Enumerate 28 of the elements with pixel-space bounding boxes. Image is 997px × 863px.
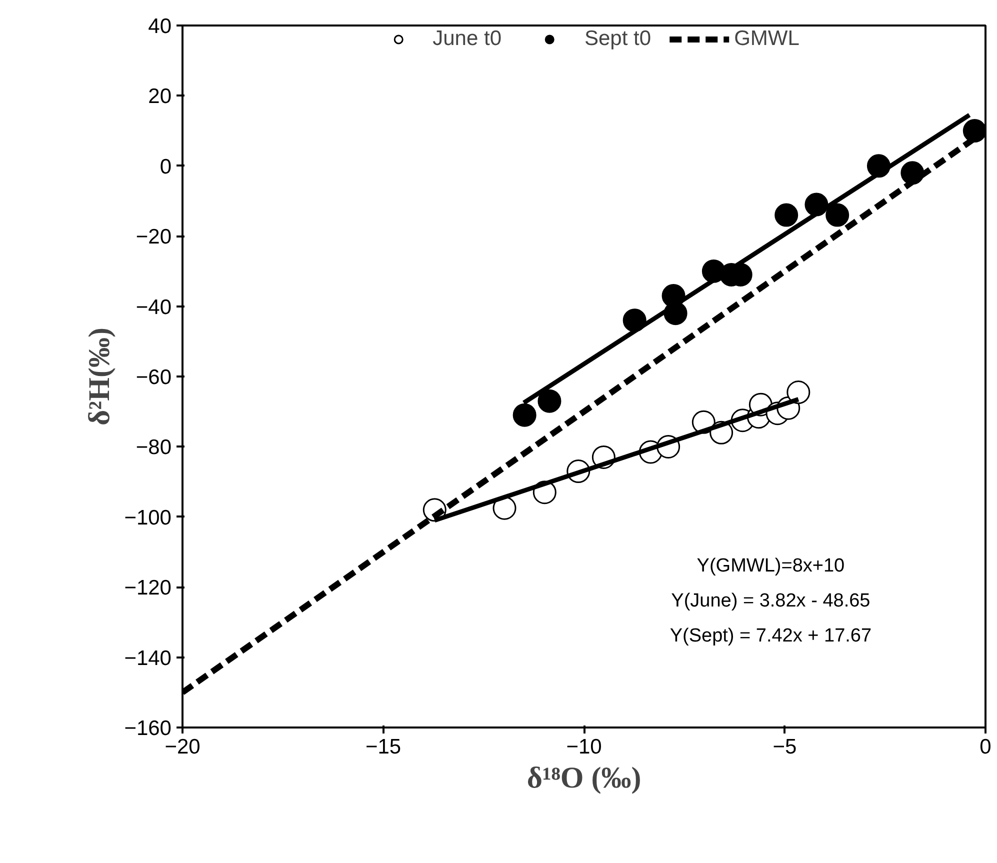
legend-label: Sept t0 xyxy=(584,27,652,51)
y-tick-label: 20 xyxy=(148,85,172,108)
point xyxy=(538,389,562,413)
y-tick-label: −20 xyxy=(136,226,172,249)
point xyxy=(492,496,516,520)
x-tick-label: −15 xyxy=(365,736,402,758)
y-tick-label: −40 xyxy=(136,296,172,319)
x-tick-label: 0 xyxy=(980,736,992,758)
y-tick-label: 40 xyxy=(148,15,172,38)
annotation: Y(June) = 3.82x - 48.65 xyxy=(671,590,870,612)
x-tick-label: −5 xyxy=(772,736,797,758)
annotation: Y(GMWL)=8x+10 xyxy=(696,556,845,577)
point xyxy=(786,380,810,404)
x-tick-label: −10 xyxy=(566,736,602,758)
legend-label: GMWL xyxy=(734,27,800,51)
point xyxy=(774,203,798,227)
x-axis-title: δ¹⁸O (‰) xyxy=(526,762,642,794)
point xyxy=(826,203,850,227)
y-tick-label: −60 xyxy=(136,366,172,389)
y-tick-label: −80 xyxy=(136,436,172,460)
y-axis-title: δ²H(‰) xyxy=(83,328,116,426)
y-tick-label: −100 xyxy=(124,506,172,530)
y-tick-label: −120 xyxy=(124,576,172,600)
point xyxy=(512,403,536,427)
annotation: Y(Sept) = 7.42x + 17.67 xyxy=(670,626,872,647)
y-tick-label: 0 xyxy=(160,155,172,178)
legend-label: June t0 xyxy=(432,27,502,51)
y-tick-label: −140 xyxy=(124,646,172,670)
